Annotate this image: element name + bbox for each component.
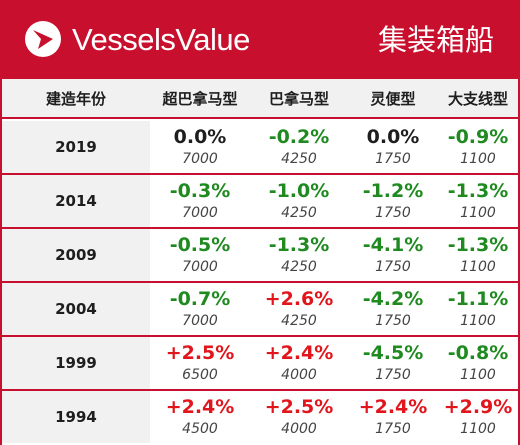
vessel-size-teu: 1100 bbox=[460, 205, 496, 221]
value-cell: +2.4% 4000 bbox=[250, 337, 348, 389]
sector-title: 集装箱船 bbox=[377, 23, 494, 57]
vessel-size-teu: 1100 bbox=[460, 151, 496, 167]
value-change: -0.7% bbox=[169, 288, 231, 310]
value-cell: -0.9% 1100 bbox=[438, 121, 518, 173]
value-cell: -1.2% 1750 bbox=[348, 175, 438, 227]
value-change: 0.0% bbox=[173, 126, 227, 148]
vessel-size-teu: 1750 bbox=[375, 367, 411, 383]
value-change: +2.4% bbox=[358, 396, 428, 418]
value-cell: -4.5% 1750 bbox=[348, 337, 438, 389]
value-cell: -1.3% 1100 bbox=[438, 175, 518, 227]
value-change: +2.5% bbox=[165, 342, 235, 364]
value-change: -4.2% bbox=[362, 288, 424, 310]
column-header-post-panamax: 超巴拿马型 bbox=[162, 90, 238, 108]
table-row: 2019 0.0% 7000 -0.2% 4250 0.0% 1750 -0.9% 1100 bbox=[2, 121, 518, 175]
value-cell: +2.6% 4250 bbox=[250, 283, 348, 335]
value-change: -0.2% bbox=[268, 126, 330, 148]
value-cell: +2.9% 1100 bbox=[438, 391, 518, 443]
vessel-size-teu: 1100 bbox=[460, 313, 496, 329]
value-change: -1.1% bbox=[447, 288, 509, 310]
build-year-cell: 1994 bbox=[2, 391, 150, 443]
value-cell: -0.3% 7000 bbox=[150, 175, 250, 227]
value-cell: -0.5% 7000 bbox=[150, 229, 250, 281]
table-row: 2009 -0.5% 7000 -1.3% 4250 -4.1% 1750 -1.3% 1100 bbox=[2, 229, 518, 283]
brand-name: VesselsValue bbox=[72, 22, 250, 57]
column-header-panamax: 巴拿马型 bbox=[268, 90, 329, 108]
vessel-size-teu: 4500 bbox=[182, 421, 218, 437]
value-change: -1.3% bbox=[447, 180, 509, 202]
value-cell: -1.0% 4250 bbox=[250, 175, 348, 227]
value-change: -4.1% bbox=[362, 234, 424, 256]
vesselsvalue-logo-icon bbox=[25, 21, 61, 57]
vessel-size-teu: 4000 bbox=[281, 421, 317, 437]
table-row: 2004 -0.7% 7000 +2.6% 4250 -4.2% 1750 -1.1% 1100 bbox=[2, 283, 518, 337]
vessel-size-teu: 1750 bbox=[375, 205, 411, 221]
value-cell: 0.0% 1750 bbox=[348, 121, 438, 173]
vessel-size-teu: 7000 bbox=[182, 259, 218, 275]
value-change: -1.2% bbox=[362, 180, 424, 202]
vessel-size-teu: 4250 bbox=[281, 205, 317, 221]
column-header-feedermax: 大支线型 bbox=[447, 90, 508, 108]
value-cell: +2.4% 1750 bbox=[348, 391, 438, 443]
value-cell: -1.3% 4250 bbox=[250, 229, 348, 281]
build-year-cell: 2004 bbox=[2, 283, 150, 335]
column-header-build-year: 建造年份 bbox=[45, 90, 106, 108]
vessel-size-teu: 7000 bbox=[182, 151, 218, 167]
vessel-size-teu: 1750 bbox=[375, 313, 411, 329]
value-change: +2.5% bbox=[264, 396, 334, 418]
value-change: +2.6% bbox=[264, 288, 334, 310]
vessel-size-teu: 1100 bbox=[460, 259, 496, 275]
value-cell: -0.7% 7000 bbox=[150, 283, 250, 335]
build-year-cell: 1999 bbox=[2, 337, 150, 389]
vessel-size-teu: 1750 bbox=[375, 151, 411, 167]
value-cell: +2.5% 6500 bbox=[150, 337, 250, 389]
value-cell: -0.2% 4250 bbox=[250, 121, 348, 173]
vessel-size-teu: 1100 bbox=[460, 421, 496, 437]
value-change: +2.4% bbox=[165, 396, 235, 418]
table-row: 2014 -0.3% 7000 -1.0% 4250 -1.2% 1750 -1.3% 1100 bbox=[2, 175, 518, 229]
build-year-cell: 2014 bbox=[2, 175, 150, 227]
value-change: -0.3% bbox=[169, 180, 231, 202]
value-cell: +2.5% 4000 bbox=[250, 391, 348, 443]
brand-banner: VesselsValue 集装箱船 bbox=[2, 2, 518, 79]
value-cell: -1.3% 1100 bbox=[438, 229, 518, 281]
table-row: 1994 +2.4% 4500 +2.5% 4000 +2.4% 1750 +2.9% 1100 bbox=[2, 391, 518, 445]
column-header-handy: 灵便型 bbox=[370, 90, 416, 108]
vessel-size-teu: 7000 bbox=[182, 313, 218, 329]
vessel-size-teu: 4000 bbox=[281, 367, 317, 383]
vessel-size-teu: 4250 bbox=[281, 259, 317, 275]
value-cell: -1.1% 1100 bbox=[438, 283, 518, 335]
value-change: -1.3% bbox=[447, 234, 509, 256]
vessel-size-teu: 4250 bbox=[281, 313, 317, 329]
vessel-size-teu: 1750 bbox=[375, 259, 411, 275]
value-change: +2.9% bbox=[443, 396, 513, 418]
value-change: -1.3% bbox=[268, 234, 330, 256]
table-row: 1999 +2.5% 6500 +2.4% 4000 -4.5% 1750 -0.8% 1100 bbox=[2, 337, 518, 391]
vessel-size-teu: 1100 bbox=[460, 367, 496, 383]
value-change: -1.0% bbox=[268, 180, 330, 202]
vessel-size-teu: 4250 bbox=[281, 151, 317, 167]
table-header: 建造年份 超巴拿马型 巴拿马型 灵便型 大支线型 bbox=[2, 79, 518, 119]
value-change: -0.5% bbox=[169, 234, 231, 256]
value-change: -0.8% bbox=[447, 342, 509, 364]
value-cell: 0.0% 7000 bbox=[150, 121, 250, 173]
value-change: -4.5% bbox=[362, 342, 424, 364]
value-cell: +2.4% 4500 bbox=[150, 391, 250, 443]
value-cell: -0.8% 1100 bbox=[438, 337, 518, 389]
value-change: +2.4% bbox=[264, 342, 334, 364]
vessel-size-teu: 6500 bbox=[182, 367, 218, 383]
vessel-size-teu: 1750 bbox=[375, 421, 411, 437]
build-year-cell: 2009 bbox=[2, 229, 150, 281]
value-cell: -4.2% 1750 bbox=[348, 283, 438, 335]
value-change: 0.0% bbox=[366, 126, 420, 148]
vessel-size-teu: 7000 bbox=[182, 205, 218, 221]
value-change: -0.9% bbox=[447, 126, 509, 148]
build-year-cell: 2019 bbox=[2, 121, 150, 173]
value-cell: -4.1% 1750 bbox=[348, 229, 438, 281]
